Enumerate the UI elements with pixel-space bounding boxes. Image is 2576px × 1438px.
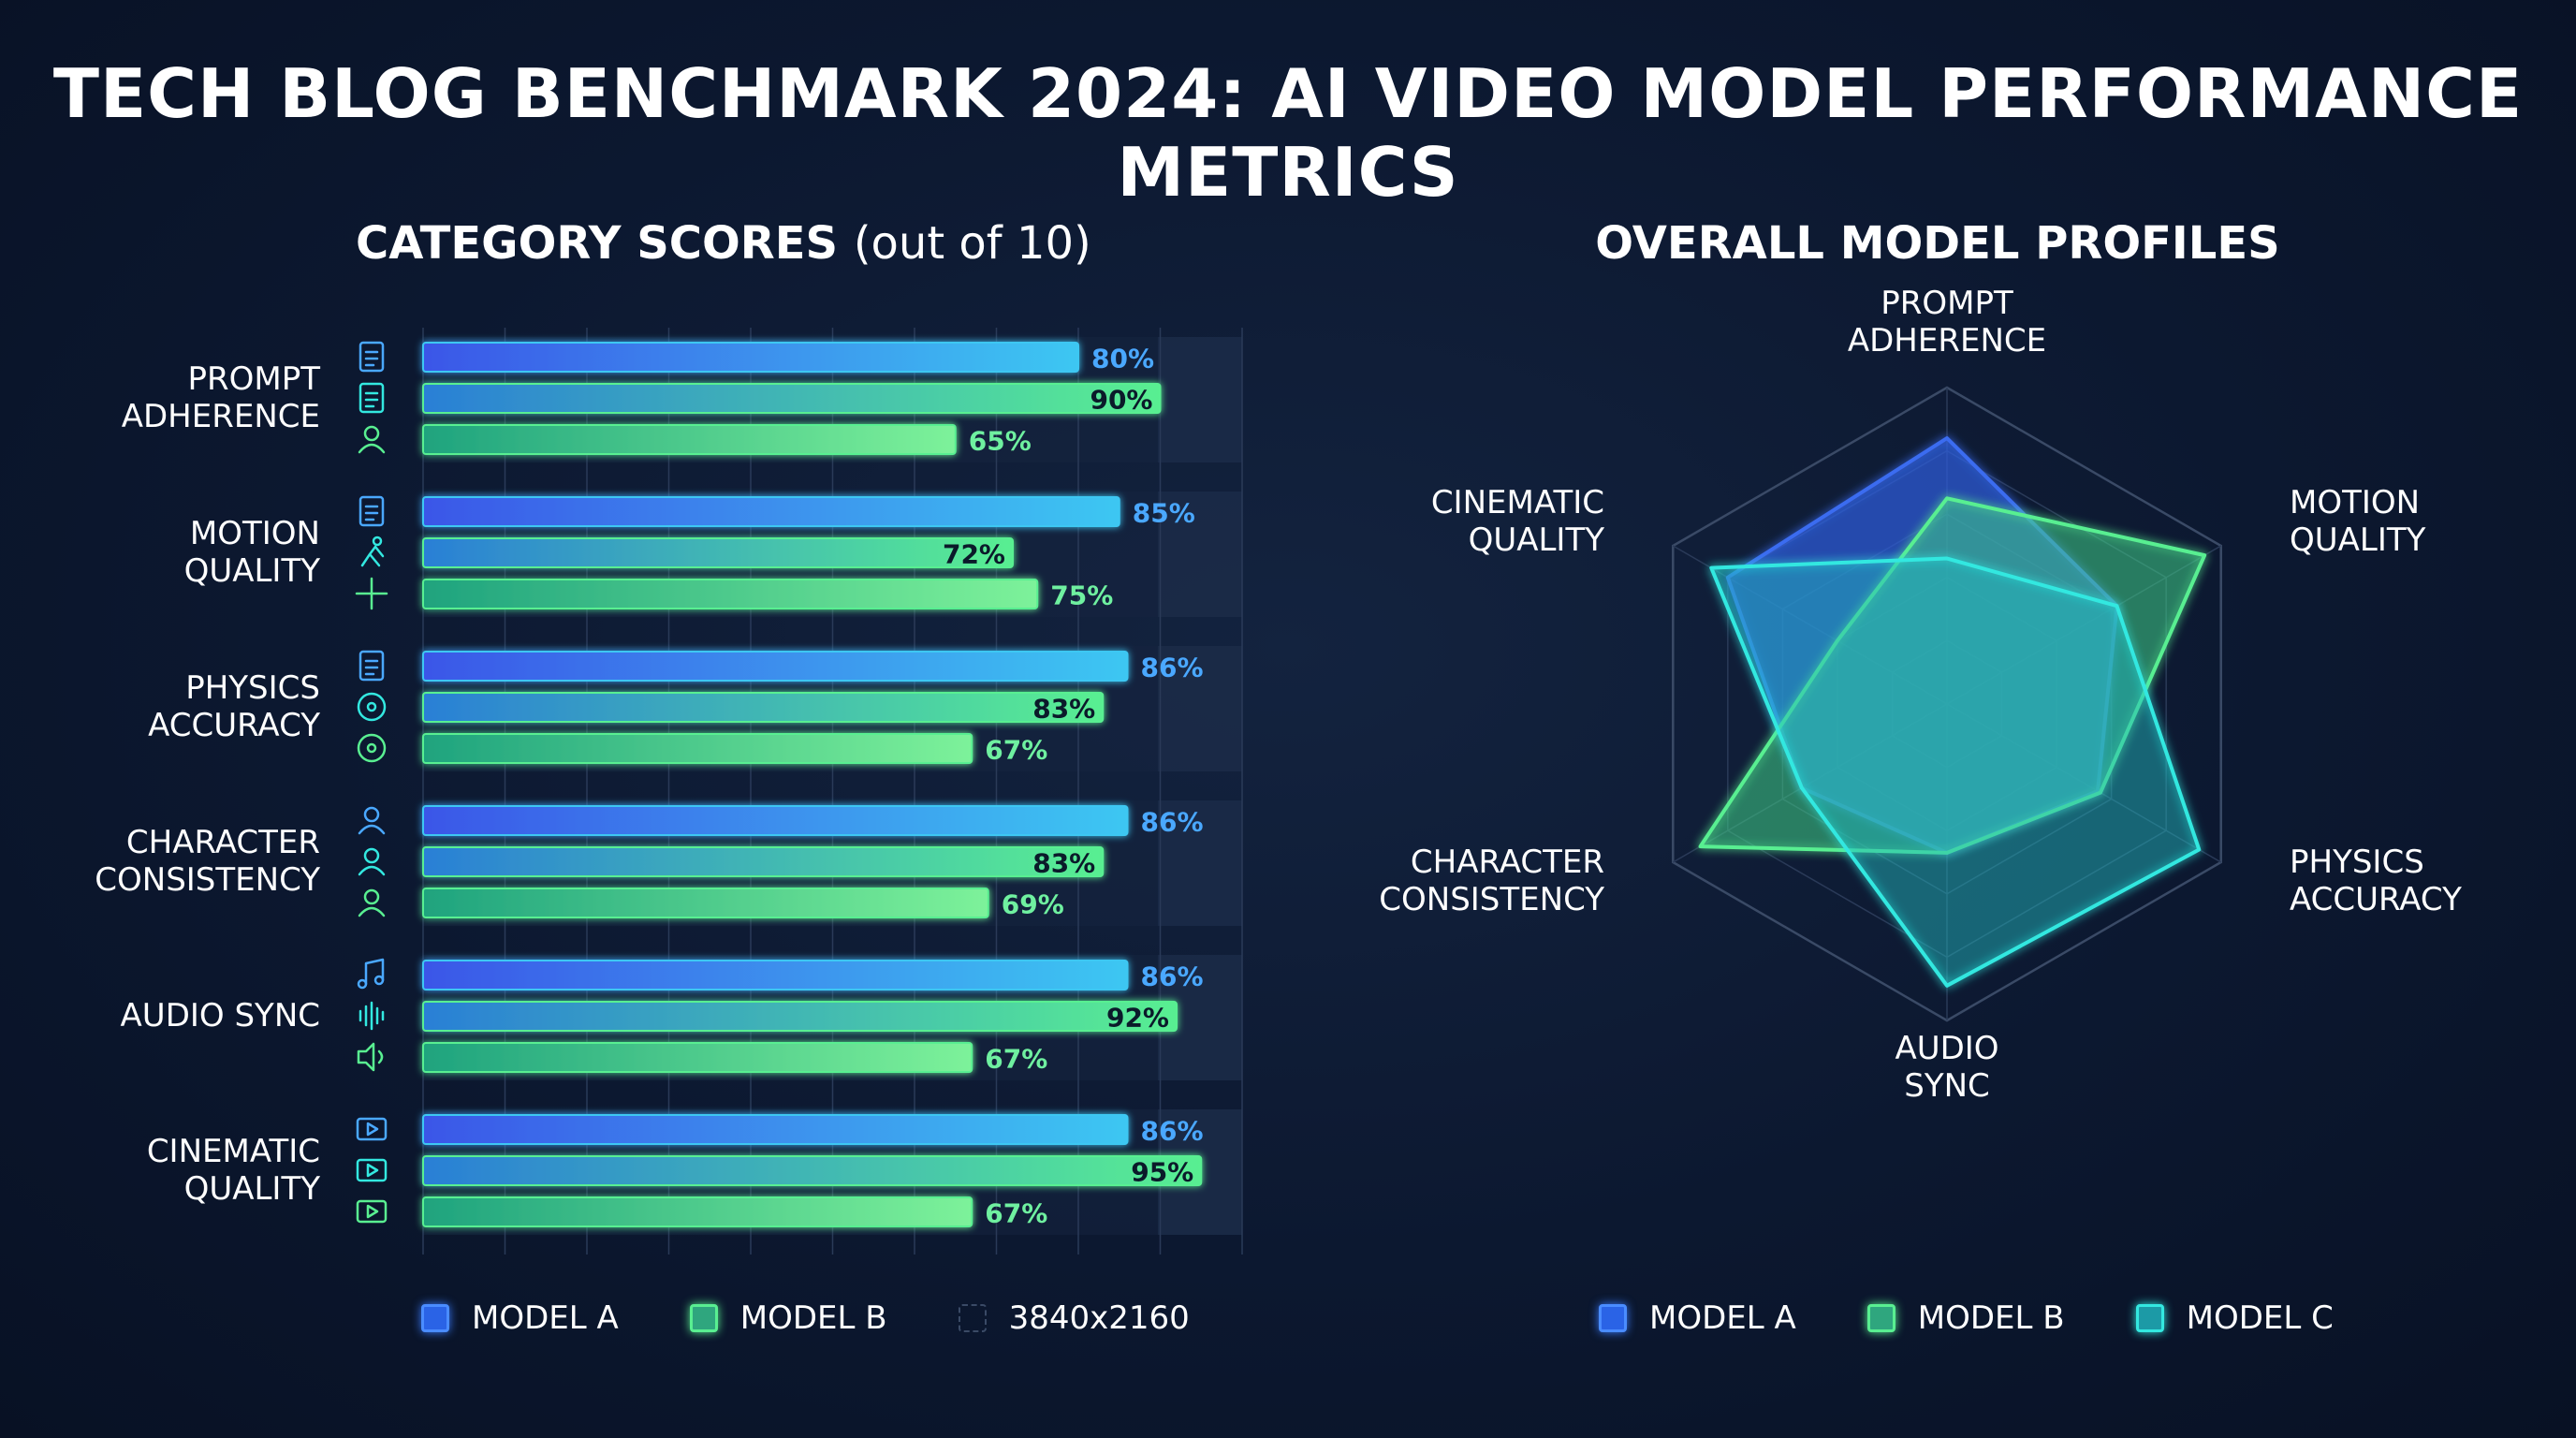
resolution-band — [1158, 337, 1242, 462]
bar-model-c — [422, 424, 957, 455]
clapperboard-icon — [356, 1158, 388, 1182]
bar-value-label: 85% — [1133, 498, 1195, 529]
bar-model-b — [422, 1001, 1178, 1032]
legend-swatch-model-a — [421, 1304, 449, 1332]
waveform-icon — [359, 1001, 385, 1031]
radar-axis-label-prompt-adherence: PROMPT ADHERENCE — [1847, 285, 2047, 360]
bar-model-c — [422, 1196, 973, 1227]
resolution-band — [1158, 492, 1242, 617]
bar-model-b — [422, 1155, 1203, 1186]
resolution-band — [1158, 646, 1242, 771]
legend-label: MODEL B — [1917, 1299, 2065, 1337]
bar-value-label: 86% — [1141, 1116, 1204, 1147]
head-gear-icon — [358, 888, 386, 917]
bar-value-label: 86% — [1141, 653, 1204, 683]
bar-model-a — [422, 1114, 1129, 1145]
bar-chart-title-main: CATEGORY SCORES — [356, 217, 839, 270]
bar-chart-legend: MODEL A MODEL B 3840x2160 — [421, 1299, 1261, 1337]
smile-icon — [357, 733, 387, 763]
play-box-icon — [356, 1199, 388, 1224]
edit-icon — [359, 341, 385, 373]
radar-axis-label-motion-quality: MOTION QUALITY — [2290, 484, 2426, 559]
bar-model-a — [422, 651, 1129, 682]
radar-axis-label-character-consistency: CHARACTER CONSISTENCY — [1379, 844, 1604, 918]
legend-swatch-model-b — [689, 1304, 718, 1332]
legend-swatch-model-c — [2135, 1304, 2164, 1332]
person-icon — [358, 847, 386, 876]
category-label-physics-accuracy: PHYSICS ACCURACY — [148, 669, 320, 744]
bar-chart-title: CATEGORY SCORES (out of 10) — [356, 217, 1091, 270]
bar-value-label: 69% — [1002, 889, 1064, 920]
document-icon — [359, 382, 385, 414]
video-camera-icon — [356, 1117, 388, 1141]
bar-model-c — [422, 1042, 973, 1073]
legend-item-model-a: MODEL A — [421, 1299, 619, 1337]
legend-item-model-b: MODEL B — [1866, 1299, 2065, 1337]
category-label-cinematic-quality: CINEMATIC QUALITY — [146, 1133, 320, 1208]
legend-item-model-b: MODEL B — [689, 1299, 887, 1337]
resolution-band — [1158, 800, 1242, 926]
bar-value-label: 67% — [985, 1044, 1047, 1075]
category-label-audio-sync: AUDIO SYNC — [120, 997, 320, 1034]
category-label-prompt-adherence: PROMPT ADHERENCE — [121, 360, 320, 435]
bar-model-c — [422, 733, 973, 764]
move-arrows-icon — [355, 577, 388, 610]
bar-model-a — [422, 805, 1129, 836]
legend-label: MODEL A — [1649, 1299, 1796, 1337]
bar-value-label: 65% — [969, 426, 1032, 457]
running-icon — [360, 536, 385, 567]
legend-label: MODEL C — [2186, 1299, 2334, 1337]
music-note-icon — [357, 958, 385, 990]
bar-chart: 80% 90% 65% 85% 72% 75% 86% 83% 67% 86% 83% 69% 86% 9… — [355, 328, 1243, 1255]
bar-value-label: 67% — [985, 735, 1047, 766]
category-label-motion-quality: MOTION QUALITY — [183, 515, 320, 590]
radar-chart-legend: MODEL A MODEL B MODEL C — [1599, 1299, 2334, 1337]
bar-value-label: 86% — [1141, 961, 1204, 992]
bar-value-label: 86% — [1141, 807, 1204, 838]
bar-value-label: 92% — [1106, 1003, 1169, 1034]
person-icon — [358, 806, 386, 835]
radar-axis-label-physics-accuracy: PHYSICS ACCURACY — [2290, 844, 2462, 918]
bar-model-b — [422, 692, 1105, 723]
legend-item-model-a: MODEL A — [1599, 1299, 1796, 1337]
bar-value-label: 95% — [1131, 1157, 1193, 1188]
legend-label: MODEL A — [472, 1299, 619, 1337]
bar-model-c — [422, 579, 1039, 609]
bar-value-label: 75% — [1050, 580, 1113, 611]
atom-icon — [357, 692, 387, 722]
bar-value-label: 80% — [1091, 344, 1154, 374]
bar-chart-title-suffix: (out of 10) — [853, 217, 1091, 270]
legend-swatch-model-b — [1866, 1304, 1895, 1332]
crash-car-icon — [359, 650, 385, 682]
legend-item-resolution: 3840x2160 — [958, 1299, 1190, 1337]
legend-label: MODEL B — [739, 1299, 887, 1337]
bar-value-label: 83% — [1032, 848, 1095, 879]
bar-value-label: 67% — [985, 1198, 1047, 1229]
radar-axis-label-cinematic-quality: CINEMATIC QUALITY — [1430, 484, 1604, 559]
bar-model-b — [422, 383, 1162, 414]
category-label-character-consistency: CHARACTER CONSISTENCY — [95, 824, 320, 899]
bar-value-label: 83% — [1032, 694, 1095, 725]
list-icon — [359, 495, 385, 527]
main-title: TECH BLOG BENCHMARK 2024: AI VIDEO MODEL… — [52, 54, 2524, 212]
legend-swatch-dashed — [958, 1304, 987, 1332]
radar-chart-title: OVERALL MODEL PROFILES — [1595, 217, 2280, 270]
legend-swatch-model-a — [1599, 1304, 1627, 1332]
bar-model-b — [422, 537, 1014, 568]
bar-model-c — [422, 888, 989, 918]
radar-axis-label-audio-sync: AUDIO SYNC — [1895, 1030, 1999, 1105]
bar-value-label: 90% — [1090, 385, 1152, 416]
bar-model-a — [422, 342, 1079, 373]
legend-item-model-c: MODEL C — [2135, 1299, 2334, 1337]
legend-label: 3840x2160 — [1008, 1299, 1190, 1337]
radar-chart — [1672, 386, 2222, 1022]
users-icon — [358, 425, 386, 454]
bar-model-b — [422, 846, 1105, 877]
bar-model-a — [422, 496, 1120, 527]
radar-series-model-c — [1709, 556, 2202, 988]
bar-model-a — [422, 960, 1129, 990]
speaker-icon — [357, 1042, 384, 1072]
bar-value-label: 72% — [943, 539, 1005, 570]
